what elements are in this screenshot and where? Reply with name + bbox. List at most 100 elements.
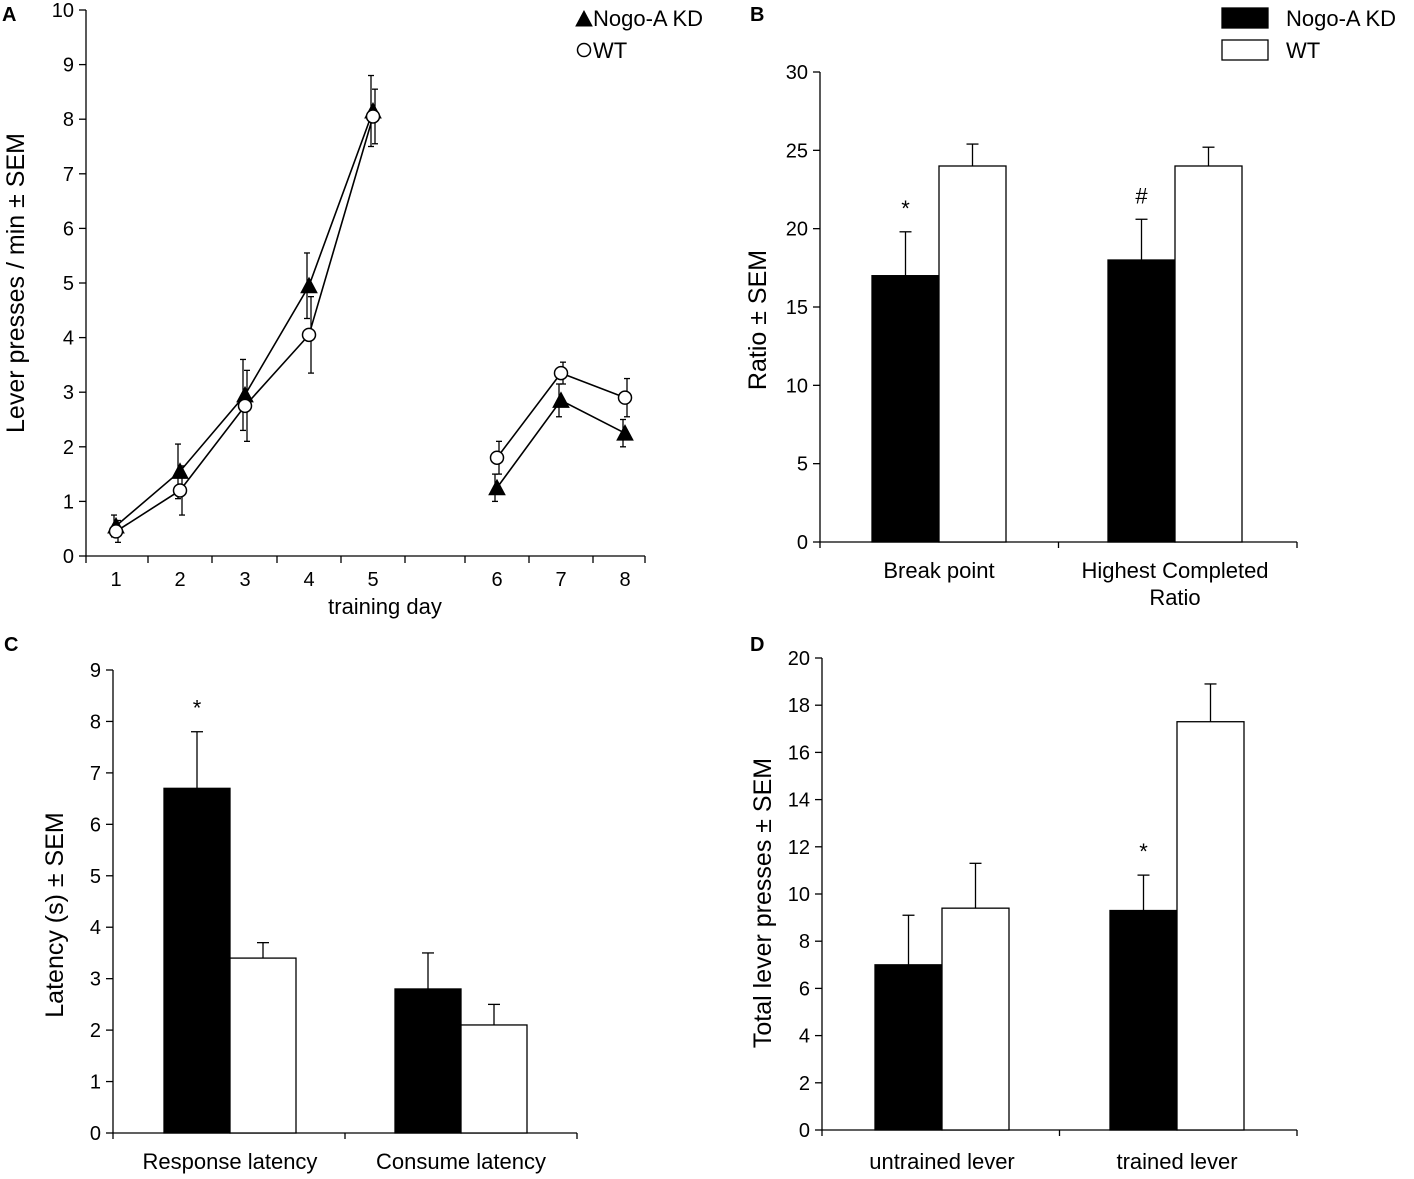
x-tick-label: 8 (619, 569, 630, 591)
y-tick-label: 14 (788, 790, 810, 812)
panel-a-line-chart: 0 1 2 3 4 5 6 7 8 9 10 Lever presses / min ± SEM 1 2 3… (2, 0, 703, 619)
y-tick-label: 3 (63, 382, 74, 404)
category-label: trained lever (1116, 1149, 1237, 1174)
category-label: Consume latency (376, 1149, 546, 1174)
x-tick-label: 2 (174, 569, 185, 591)
y-tick-label: 7 (63, 164, 74, 186)
x-axis-label: training day (328, 594, 442, 619)
x-tick-label: 1 (110, 569, 121, 591)
x-tick-label: 4 (303, 569, 314, 591)
y-tick-label: 8 (799, 931, 810, 953)
nogo-bar (1107, 259, 1176, 543)
nogo-bar (871, 275, 940, 543)
nogo-bar (163, 787, 231, 1134)
nogo-series-line (115, 110, 374, 527)
y-tick-label: 5 (797, 454, 808, 476)
wt-bar (229, 957, 297, 1134)
y-tick-label: 6 (799, 978, 810, 1000)
y-axis-label: Lever presses / min ± SEM (2, 133, 30, 433)
wt-data-point (489, 450, 505, 465)
category-label: Break point (883, 558, 994, 583)
y-tick-label: 4 (63, 328, 74, 350)
nogo-data-point (616, 424, 634, 441)
y-tick-label: 25 (786, 140, 808, 162)
y-tick-label: 3 (90, 969, 101, 991)
wt-data-point (108, 524, 124, 539)
panel-letter-d: D (750, 634, 764, 656)
y-tick-label: 20 (786, 219, 808, 241)
y-tick-label: 4 (90, 917, 101, 939)
wt-series-line (496, 372, 626, 459)
nogo-data-point (300, 276, 318, 294)
panel-d-bar-chart: 0 2 4 6 8 10 12 14 16 18 20 Total lever presses ± S… (749, 648, 1298, 1174)
y-tick-label: 5 (90, 866, 101, 888)
legend-wt-swatch (1221, 39, 1269, 61)
wt-bar (938, 165, 1007, 543)
significance-marker: * (901, 196, 910, 221)
y-tick-label: 8 (63, 109, 74, 131)
y-tick-label: 0 (797, 532, 808, 554)
legend-wt-marker (576, 42, 592, 58)
y-tick-label: 0 (799, 1120, 810, 1142)
y-tick-label: 10 (788, 884, 810, 906)
wt-data-point (553, 365, 569, 381)
y-tick-label: 0 (63, 546, 74, 568)
y-tick-label: 2 (90, 1020, 101, 1042)
y-tick-label: 20 (788, 648, 810, 670)
y-tick-label: 1 (90, 1072, 101, 1094)
wt-series-line (115, 116, 374, 533)
y-tick-label: 6 (63, 218, 74, 240)
panel-letter-a: A (2, 4, 16, 26)
y-tick-label: 1 (63, 491, 74, 513)
category-label: Ratio (1149, 585, 1200, 610)
wt-bar (460, 1024, 528, 1134)
y-tick-label: 18 (788, 695, 810, 717)
panel-letter-c: C (4, 634, 18, 656)
category-label: Response latency (143, 1149, 318, 1174)
legend-nogo-swatch (1221, 7, 1269, 29)
significance-marker: * (193, 696, 202, 721)
y-axis-label: Ratio ± SEM (744, 250, 772, 390)
x-tick-label: 3 (239, 569, 250, 591)
y-tick-label: 9 (90, 660, 101, 682)
wt-bar (1174, 165, 1243, 543)
nogo-data-point (552, 391, 570, 408)
legend-nogo-label: Nogo-A KD (1286, 6, 1396, 31)
significance-marker: * (1139, 839, 1148, 864)
y-tick-label: 10 (52, 0, 74, 22)
legend-wt-label: WT (1286, 38, 1320, 63)
y-tick-label: 6 (90, 814, 101, 836)
wt-data-point (617, 390, 633, 405)
y-tick-label: 0 (90, 1123, 101, 1145)
category-label: Highest Completed (1081, 558, 1268, 583)
wt-data-point (301, 327, 317, 343)
y-tick-label: 2 (63, 437, 74, 459)
legend-nogo-marker (575, 9, 593, 27)
nogo-bar (1109, 909, 1178, 1131)
nogo-bar (874, 964, 943, 1131)
y-axis-label: Latency (s) ± SEM (41, 812, 69, 1017)
y-tick-label: 4 (799, 1026, 810, 1048)
panel-b-bar-chart: 0 5 10 15 20 25 30 Ratio ± SEM Break point Highes… (744, 6, 1396, 610)
x-tick-label: 7 (555, 569, 566, 591)
y-tick-label: 30 (786, 62, 808, 84)
wt-data-point (172, 483, 188, 498)
x-tick-label: 5 (367, 569, 378, 591)
nogo-bar (394, 988, 462, 1134)
category-label: untrained lever (869, 1149, 1015, 1174)
panel-c-bar-chart: 0 1 2 3 4 5 6 7 8 9 Latency (s) ± SEM Response late… (41, 660, 578, 1174)
nogo-data-point (171, 462, 189, 479)
legend-wt-label: WT (593, 38, 627, 63)
y-axis-label: Total lever presses ± SEM (749, 758, 777, 1048)
significance-marker: # (1135, 183, 1148, 208)
y-tick-label: 12 (788, 837, 810, 859)
y-tick-label: 2 (799, 1073, 810, 1095)
y-tick-label: 9 (63, 55, 74, 77)
wt-data-point (237, 398, 253, 414)
y-tick-label: 7 (90, 763, 101, 785)
panel-letter-b: B (750, 4, 764, 26)
y-tick-label: 5 (63, 273, 74, 295)
nogo-data-point (488, 478, 506, 496)
wt-data-point (365, 109, 381, 124)
